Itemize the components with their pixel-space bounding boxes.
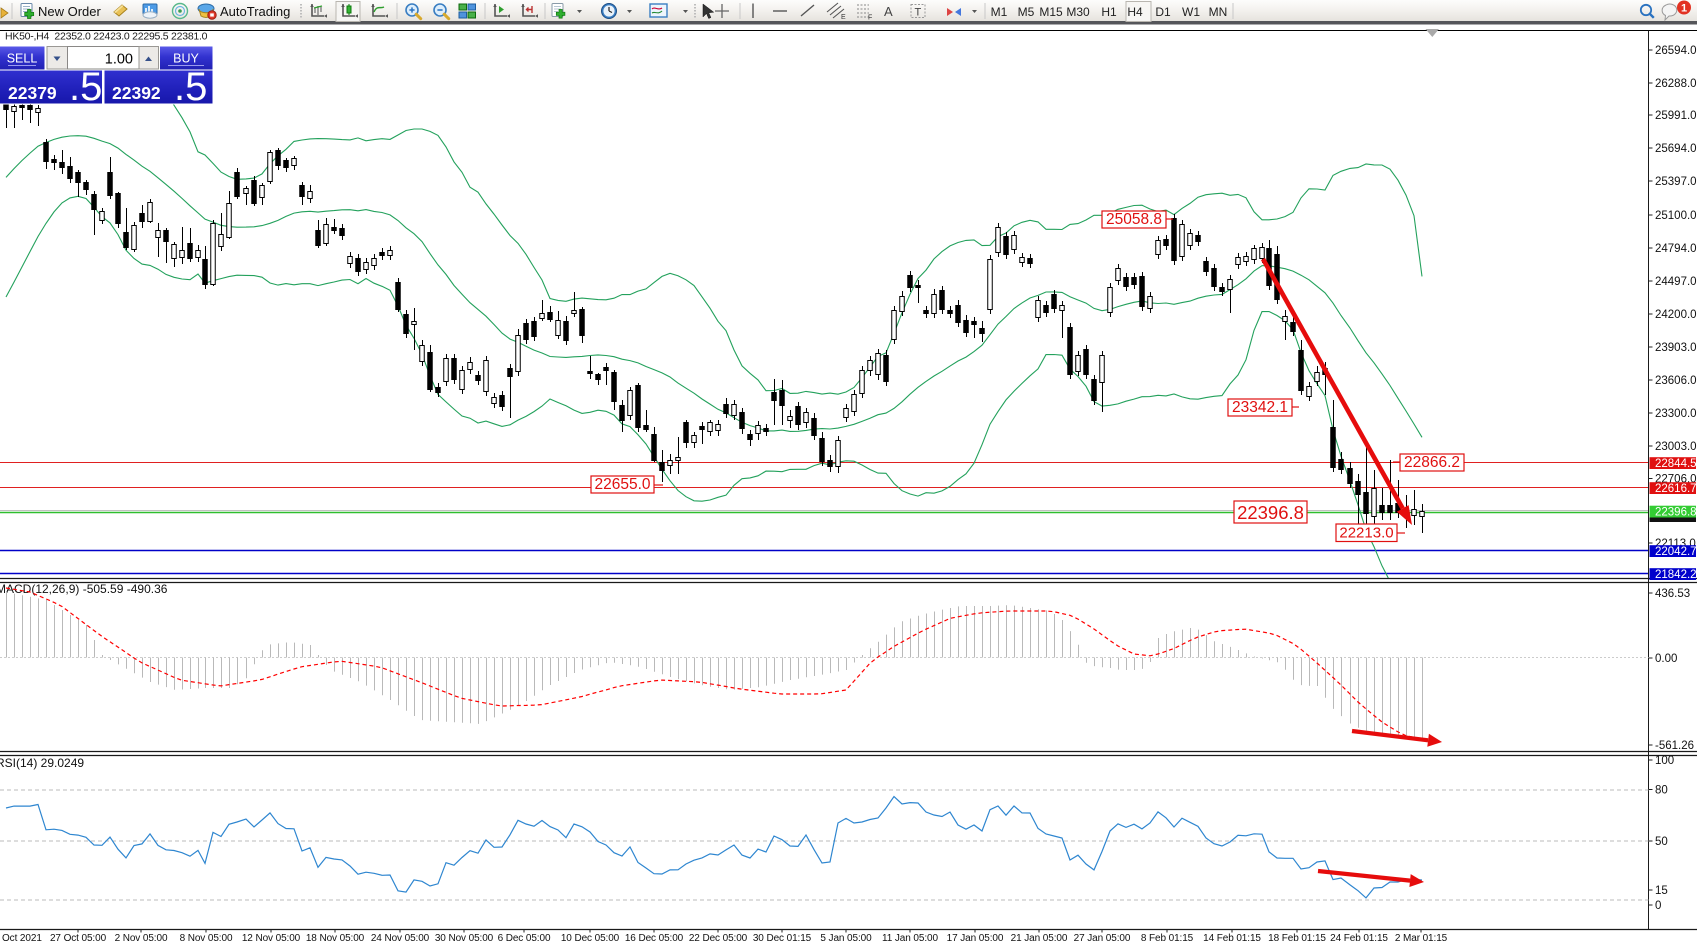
svg-text:M1: M1 xyxy=(991,5,1008,19)
svg-text:24200.0: 24200.0 xyxy=(1655,309,1697,321)
svg-text:24 Nov 05:00: 24 Nov 05:00 xyxy=(371,933,430,944)
svg-text:26594.0: 26594.0 xyxy=(1655,45,1697,57)
svg-text:22866.2: 22866.2 xyxy=(1404,454,1460,471)
svg-text:50: 50 xyxy=(1655,836,1668,848)
svg-text:1: 1 xyxy=(1681,3,1687,15)
svg-text:22379: 22379 xyxy=(8,83,57,103)
svg-text:24 Feb 01:15: 24 Feb 01:15 xyxy=(1330,933,1388,944)
svg-text:24497.0: 24497.0 xyxy=(1655,276,1697,288)
svg-text:Oct 2021: Oct 2021 xyxy=(2,933,42,944)
svg-text:27 Oct 05:00: 27 Oct 05:00 xyxy=(50,933,107,944)
svg-text:W1: W1 xyxy=(1182,5,1200,19)
svg-text:F: F xyxy=(868,15,872,22)
svg-text:12 Nov 05:00: 12 Nov 05:00 xyxy=(242,933,301,944)
svg-text:15: 15 xyxy=(1655,885,1668,897)
svg-text:T: T xyxy=(915,7,922,19)
svg-text:11 Jan 05:00: 11 Jan 05:00 xyxy=(882,933,938,944)
svg-text:5 Jan 05:00: 5 Jan 05:00 xyxy=(820,933,872,944)
svg-text:.5: .5 xyxy=(174,65,207,109)
svg-text:H1: H1 xyxy=(1101,5,1117,19)
svg-text:8 Feb 01:15: 8 Feb 01:15 xyxy=(1141,933,1194,944)
svg-text:436.53: 436.53 xyxy=(1655,588,1690,600)
svg-text:MACD(12,26,9) -505.59 -490.36: MACD(12,26,9) -505.59 -490.36 xyxy=(0,582,168,596)
svg-text:H4: H4 xyxy=(1127,5,1143,19)
svg-text:14 Feb 01:15: 14 Feb 01:15 xyxy=(1203,933,1261,944)
svg-text:22042.7: 22042.7 xyxy=(1655,546,1697,558)
svg-text:2 Nov 05:00: 2 Nov 05:00 xyxy=(115,933,168,944)
svg-text:100: 100 xyxy=(1655,755,1674,767)
svg-text:80: 80 xyxy=(1655,785,1668,797)
svg-text:23342.1: 23342.1 xyxy=(1232,399,1288,416)
svg-text:22213.0: 22213.0 xyxy=(1339,525,1393,542)
svg-text:22616.7: 22616.7 xyxy=(1655,483,1697,495)
svg-text:M15: M15 xyxy=(1039,5,1063,19)
svg-text:24794.0: 24794.0 xyxy=(1655,243,1697,255)
svg-text:6 Dec 05:00: 6 Dec 05:00 xyxy=(498,933,551,944)
svg-text:8 Nov 05:00: 8 Nov 05:00 xyxy=(180,933,233,944)
svg-text:25100.0: 25100.0 xyxy=(1655,210,1697,222)
svg-text:25991.0: 25991.0 xyxy=(1655,110,1697,122)
svg-text:23606.0: 23606.0 xyxy=(1655,375,1697,387)
svg-text:30 Nov 05:00: 30 Nov 05:00 xyxy=(435,933,494,944)
svg-text:New Order: New Order xyxy=(38,4,102,19)
svg-text:BUY: BUY xyxy=(173,52,199,66)
svg-text:22392: 22392 xyxy=(112,83,161,103)
svg-text:25058.8: 25058.8 xyxy=(1106,211,1162,228)
svg-text:16 Dec 05:00: 16 Dec 05:00 xyxy=(625,933,684,944)
svg-text:1.00: 1.00 xyxy=(105,52,133,68)
svg-text:MN: MN xyxy=(1209,5,1228,19)
svg-text:22396.8: 22396.8 xyxy=(1237,502,1304,523)
svg-text:22655.0: 22655.0 xyxy=(594,476,650,493)
svg-text:21 Jan 05:00: 21 Jan 05:00 xyxy=(1011,933,1068,944)
svg-text:30 Dec 01:15: 30 Dec 01:15 xyxy=(753,933,812,944)
svg-text:-561.26: -561.26 xyxy=(1655,740,1694,752)
svg-text:0.00: 0.00 xyxy=(1655,653,1677,665)
svg-text:25397.0: 25397.0 xyxy=(1655,176,1697,188)
svg-text:21842.2: 21842.2 xyxy=(1655,569,1697,581)
svg-text:18 Feb 01:15: 18 Feb 01:15 xyxy=(1268,933,1326,944)
svg-text:26288.0: 26288.0 xyxy=(1655,78,1697,90)
svg-text:E: E xyxy=(841,14,846,21)
svg-text:18 Nov 05:00: 18 Nov 05:00 xyxy=(306,933,365,944)
svg-text:0: 0 xyxy=(1655,900,1661,912)
svg-text:27 Jan 05:00: 27 Jan 05:00 xyxy=(1074,933,1131,944)
svg-text:10 Dec 05:00: 10 Dec 05:00 xyxy=(561,933,620,944)
svg-text:M5: M5 xyxy=(1018,5,1035,19)
svg-text:17 Jan 05:00: 17 Jan 05:00 xyxy=(947,933,1004,944)
svg-text:A: A xyxy=(884,4,893,19)
svg-text:RSI(14) 29.0249: RSI(14) 29.0249 xyxy=(0,756,84,770)
svg-text:22844.5: 22844.5 xyxy=(1655,458,1697,470)
svg-text:22 Dec 05:00: 22 Dec 05:00 xyxy=(689,933,748,944)
svg-text:HK50-,H4 22352.0 22423.0 2229: HK50-,H4 22352.0 22423.0 22295.5 22381.0 xyxy=(5,31,208,43)
svg-text:M30: M30 xyxy=(1066,5,1090,19)
svg-text:.5: .5 xyxy=(69,65,102,109)
svg-text:SELL: SELL xyxy=(7,52,38,66)
svg-text:23003.0: 23003.0 xyxy=(1655,441,1697,453)
svg-text:AutoTrading: AutoTrading xyxy=(220,4,290,19)
svg-text:23903.0: 23903.0 xyxy=(1655,342,1697,354)
svg-text:D1: D1 xyxy=(1155,5,1171,19)
svg-text:22396.8: 22396.8 xyxy=(1655,507,1697,519)
svg-text:23300.0: 23300.0 xyxy=(1655,408,1697,420)
svg-text:2 Mar 01:15: 2 Mar 01:15 xyxy=(1395,933,1448,944)
svg-text:25694.0: 25694.0 xyxy=(1655,143,1697,155)
